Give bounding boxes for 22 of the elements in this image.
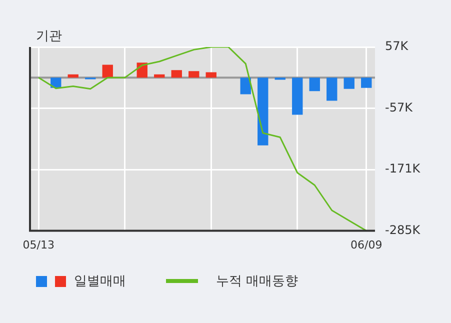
x-tick-label: 05/13 xyxy=(22,238,54,252)
bar xyxy=(102,64,113,78)
bar xyxy=(309,78,320,92)
y-tick-label: -57K xyxy=(385,100,414,114)
bar xyxy=(68,74,78,78)
bar xyxy=(361,78,372,88)
y-tick-label: 57K xyxy=(385,39,410,54)
bar xyxy=(292,78,303,115)
bar xyxy=(154,74,165,78)
bar xyxy=(206,72,216,78)
bar xyxy=(171,70,182,78)
legend-label: 일별매매 xyxy=(74,273,126,290)
y-tick-label: -171K xyxy=(385,162,422,176)
x-tick-label: 06/09 xyxy=(350,238,382,252)
bar xyxy=(188,71,200,78)
bar xyxy=(344,78,354,89)
legend-label: 누적 매매동향 xyxy=(216,273,298,290)
y-tick-label: -285K xyxy=(385,222,422,237)
bar xyxy=(240,78,251,94)
bar xyxy=(326,78,338,101)
chart-title: 기관 xyxy=(36,28,62,45)
bar xyxy=(258,78,268,146)
